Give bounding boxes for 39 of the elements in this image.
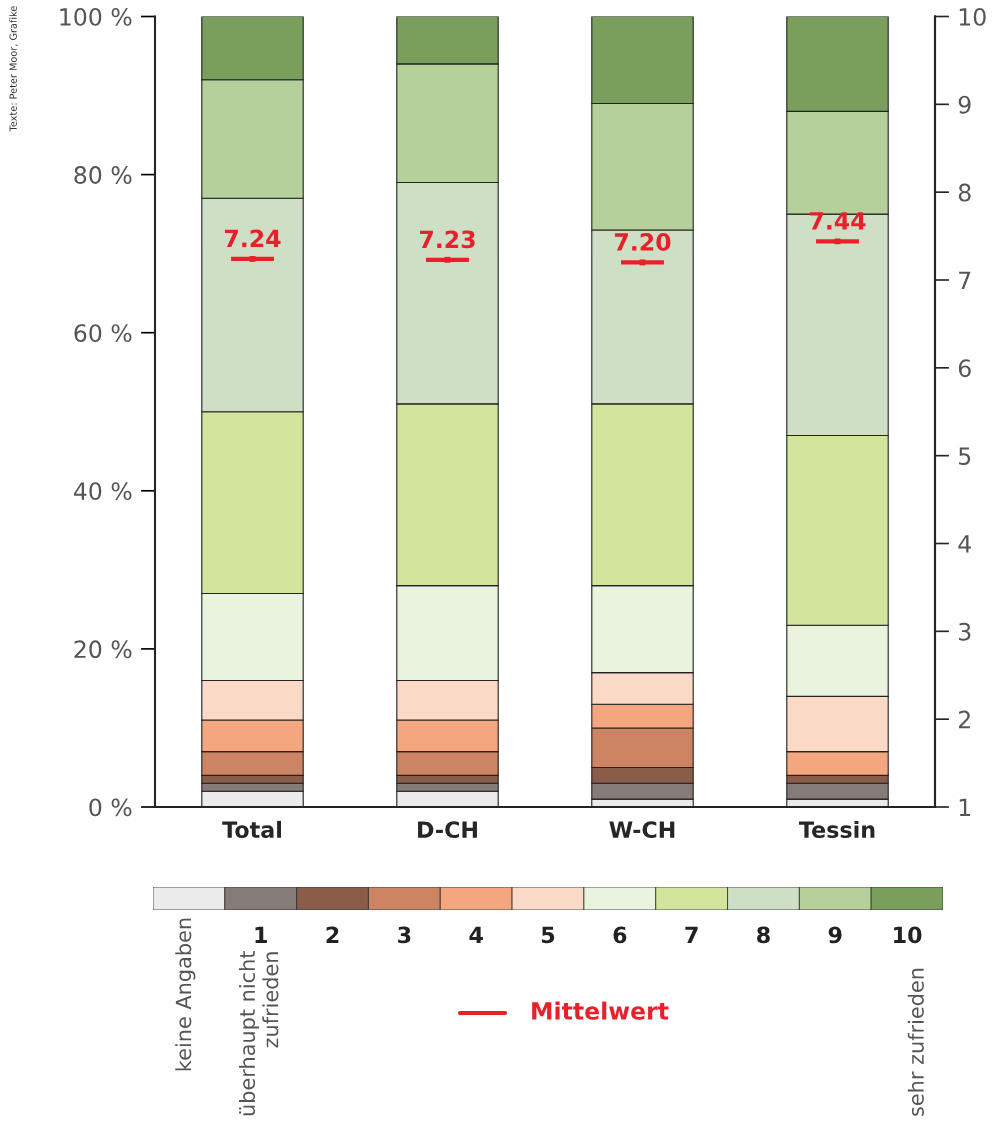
legend-label: 6: [613, 926, 627, 944]
y2-tick-label: 3: [959, 622, 971, 641]
x-tick-label: Tessin: [799, 820, 875, 839]
y-tick-label: 20 %: [74, 640, 132, 659]
y2-tick-label: 5: [959, 447, 971, 465]
text: Texte: Peter Moor, Grafike: [9, 6, 18, 132]
legend-label: 7: [685, 926, 698, 943]
y2-tick-label: 1: [959, 798, 971, 816]
text: Mittelwert: [532, 1001, 669, 1020]
legend-label: 10: [894, 926, 922, 944]
legend-label: 5: [541, 926, 555, 944]
x-tick-label: Total: [222, 820, 281, 839]
y-tick-label: 60 %: [74, 324, 132, 343]
y2-tick-label: 9: [958, 95, 971, 114]
y2-tick-label: 7: [959, 271, 971, 289]
y2-tick-label: 2: [958, 710, 970, 729]
legend-label: 4: [469, 926, 483, 943]
legend-label: keine Angaben: [175, 918, 196, 1071]
data-label: 7.44: [809, 212, 866, 230]
data-label: 7.20: [614, 233, 671, 251]
y-tick-label: 80 %: [74, 166, 132, 184]
legend-label: 2: [326, 926, 339, 943]
legend-label: 9: [828, 926, 842, 944]
legend-label: 8: [757, 926, 770, 944]
x-tick-label: W-CH: [609, 821, 675, 839]
y2-tick-label: 4: [958, 535, 971, 553]
legend-label: 3: [398, 926, 411, 944]
legend-label: 1: [255, 926, 267, 943]
y-tick-label: 100 %: [60, 7, 132, 26]
text: sehr zufrieden: [907, 968, 924, 1116]
y2-tick-label: 10: [959, 7, 986, 26]
text: überhaupt nicht zufrieden: [238, 951, 279, 1116]
y-tick-label: 0 %: [89, 798, 132, 817]
y2-tick-label: 8: [958, 183, 971, 202]
x-tick-label: D-CH: [418, 821, 477, 839]
data-label: 7.23: [419, 230, 475, 249]
data-label: 7.24: [224, 229, 281, 248]
y2-tick-label: 6: [958, 359, 971, 378]
y-tick-label: 40 %: [73, 482, 132, 501]
